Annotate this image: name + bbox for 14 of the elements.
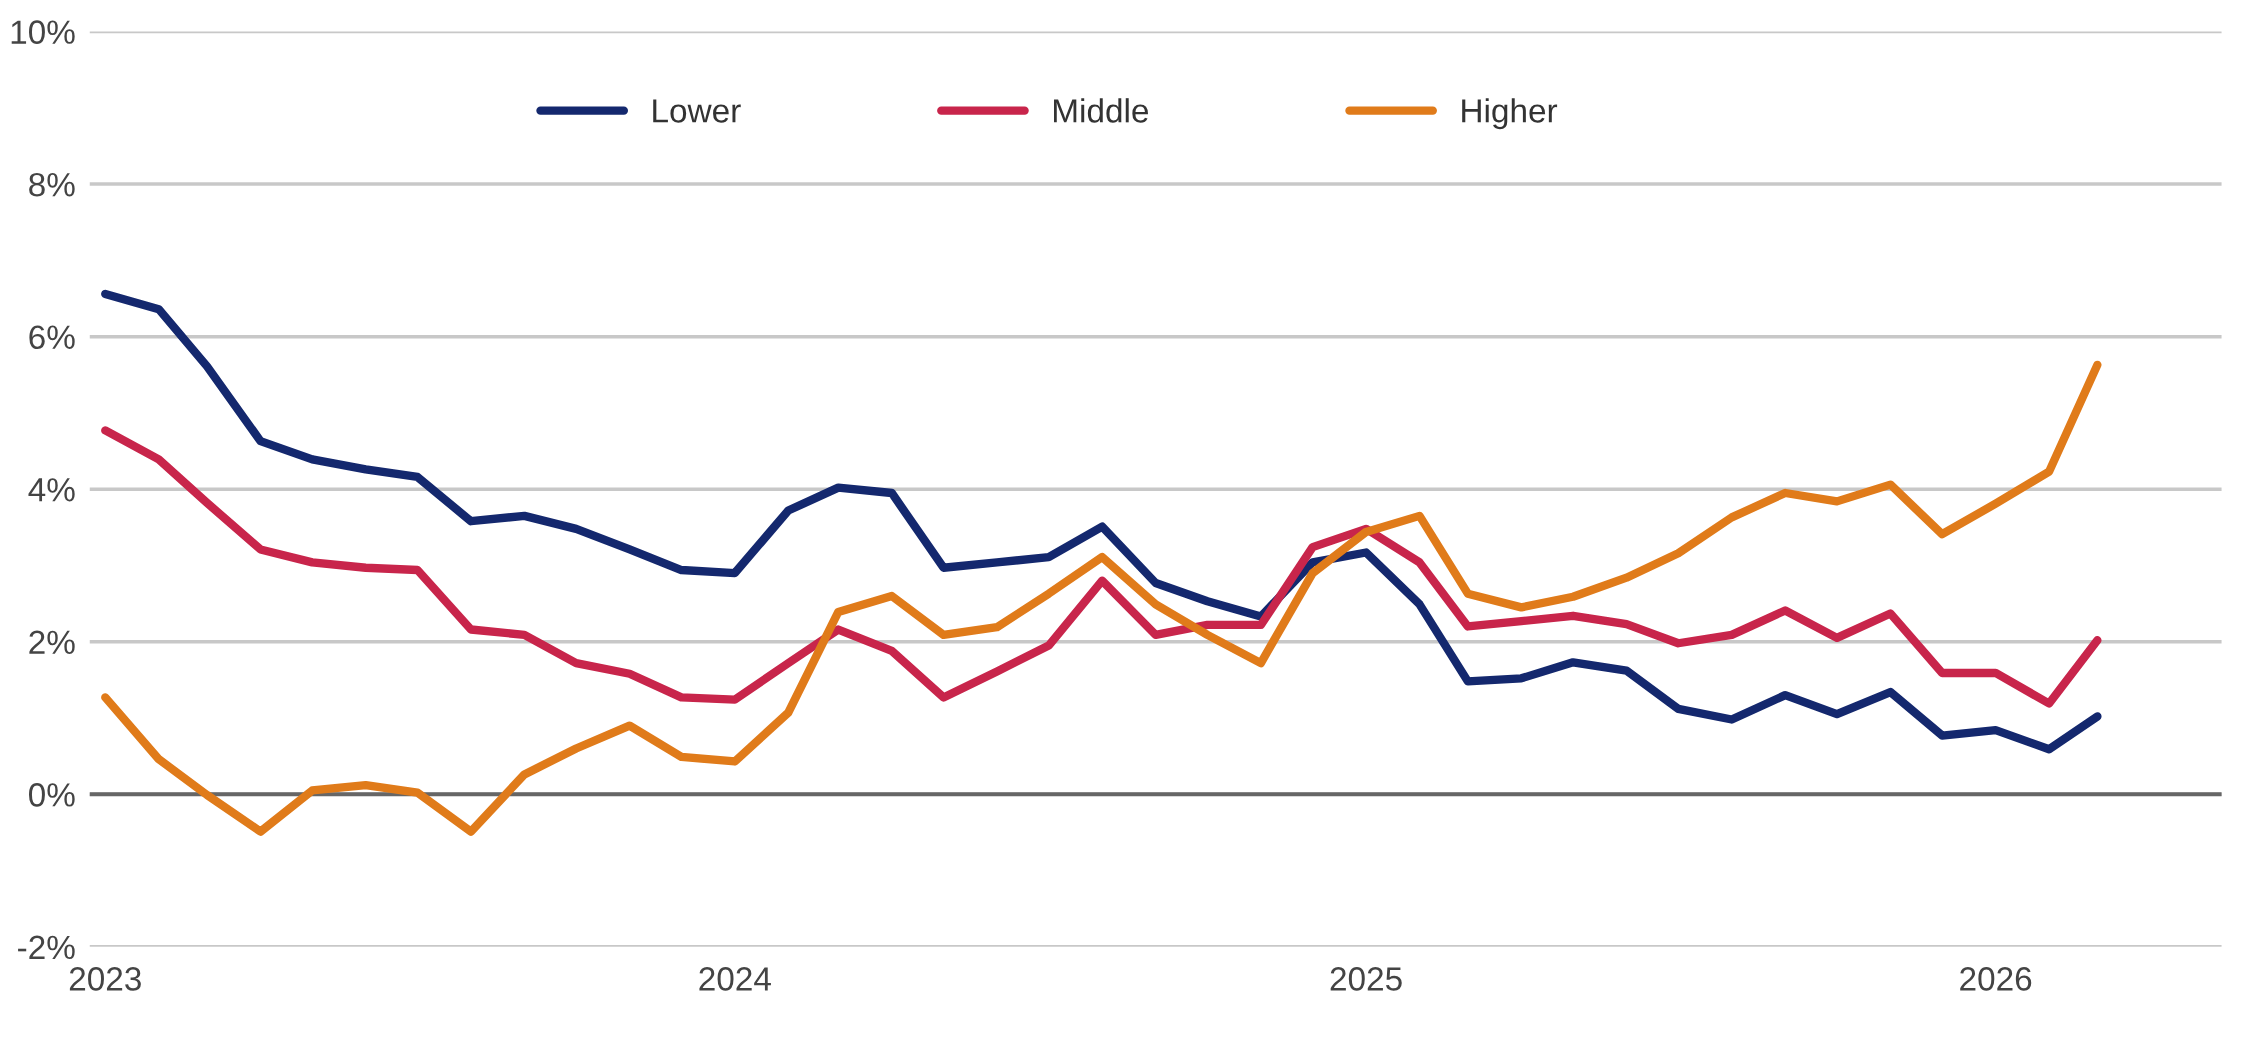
x-tick-label: 2024 [699,967,771,991]
legend-label: Middle [1054,98,1148,123]
y-tick-label: -2% [18,935,75,960]
y-tick-label: 8% [29,172,75,197]
legend-label: Higher [1462,98,1558,130]
y-tick-label: 0% [29,783,75,807]
x-tick-label: 2025 [1330,967,1402,991]
y-tick-label: 6% [29,325,75,350]
legend-label: Lower [653,99,741,123]
y-tick-label: 4% [28,478,75,502]
x-tick-label: 2023 [69,967,141,991]
x-tick-label: 2026 [1960,967,2032,991]
y-tick-label: 10% [11,20,75,44]
y-tick-label: 2% [29,630,75,654]
